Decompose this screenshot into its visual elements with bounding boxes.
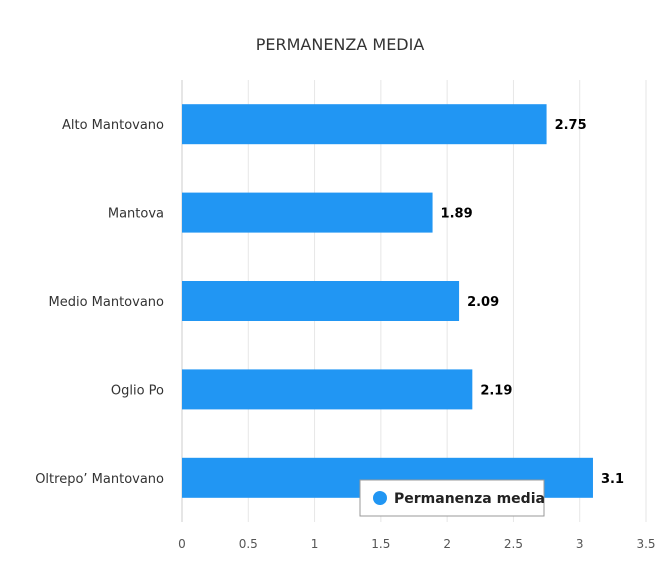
legend-box bbox=[359, 479, 545, 517]
category-label: Oglio Po bbox=[111, 383, 164, 398]
category-label: Oltrepo’ Mantovano bbox=[35, 472, 164, 487]
data-label: 2.09 bbox=[467, 295, 499, 310]
data-labels: 2.75 1.89 2.09 2.19 3.1 bbox=[441, 118, 624, 487]
x-tick-label: 1 bbox=[311, 537, 319, 551]
category-labels: Alto Mantovano Mantova Medio Mantovano Ogli… bbox=[35, 118, 164, 487]
data-label: 3.1 bbox=[601, 472, 624, 487]
chart-title: PERMANENZA MEDIA bbox=[256, 35, 425, 54]
x-tick-label: 0.5 bbox=[239, 537, 258, 551]
data-label: 1.89 bbox=[441, 207, 473, 222]
x-tick-label: 0 bbox=[178, 537, 186, 551]
data-label: 2.75 bbox=[555, 118, 587, 133]
legend[interactable]: Permanenza media bbox=[359, 479, 545, 517]
x-tick-labels: 0 0.5 1 1.5 2 2.5 3 3.5 bbox=[178, 537, 655, 551]
category-label: Mantova bbox=[108, 207, 164, 222]
legend-marker-icon bbox=[373, 491, 387, 505]
x-tick-label: 2 bbox=[443, 537, 451, 551]
data-label: 2.19 bbox=[480, 383, 512, 398]
legend-label: Permanenza media bbox=[394, 491, 545, 507]
bar[interactable] bbox=[182, 281, 460, 321]
bar[interactable] bbox=[182, 192, 433, 233]
x-tick-label: 1.5 bbox=[371, 537, 390, 551]
bar[interactable] bbox=[182, 104, 547, 145]
category-label: Medio Mantovano bbox=[49, 295, 165, 310]
category-label: Alto Mantovano bbox=[62, 118, 164, 133]
x-tick-label: 3 bbox=[576, 537, 584, 551]
x-tick-label: 3.5 bbox=[636, 537, 655, 551]
bar[interactable] bbox=[182, 369, 473, 410]
x-tick-label: 2.5 bbox=[504, 537, 523, 551]
bars bbox=[182, 104, 593, 498]
